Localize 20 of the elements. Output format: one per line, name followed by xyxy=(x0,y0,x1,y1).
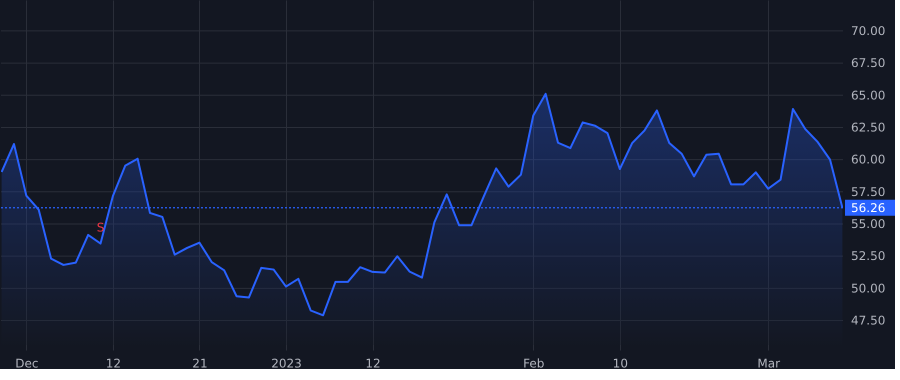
y-tick-label: 50.00 xyxy=(851,281,886,296)
ref-line-label: 56.26 xyxy=(851,200,886,215)
annotation: S xyxy=(96,220,104,235)
y-tick-label: 52.50 xyxy=(851,249,886,264)
y-tick-label: 55.00 xyxy=(851,216,886,231)
x-tick-label: 21 xyxy=(192,356,208,370)
x-tick-label: 12 xyxy=(106,356,122,370)
x-tick-label: Dec xyxy=(15,356,38,370)
y-tick-label: 70.00 xyxy=(851,24,886,38)
y-tick-label: 65.00 xyxy=(851,88,886,102)
x-tick-label: 12 xyxy=(365,356,381,370)
y-tick-label: 62.50 xyxy=(851,120,886,134)
x-tick-label: 10 xyxy=(612,356,628,370)
x-tick-label: Feb xyxy=(523,356,544,370)
y-tick-label: 57.50 xyxy=(851,184,886,199)
x-tick-label: 2023 xyxy=(271,356,302,370)
y-tick-label: 60.00 xyxy=(851,152,886,167)
y-tick-label: 67.50 xyxy=(851,56,886,70)
y-tick-label: 47.50 xyxy=(851,314,886,328)
x-tick-label: Mar xyxy=(757,356,780,370)
